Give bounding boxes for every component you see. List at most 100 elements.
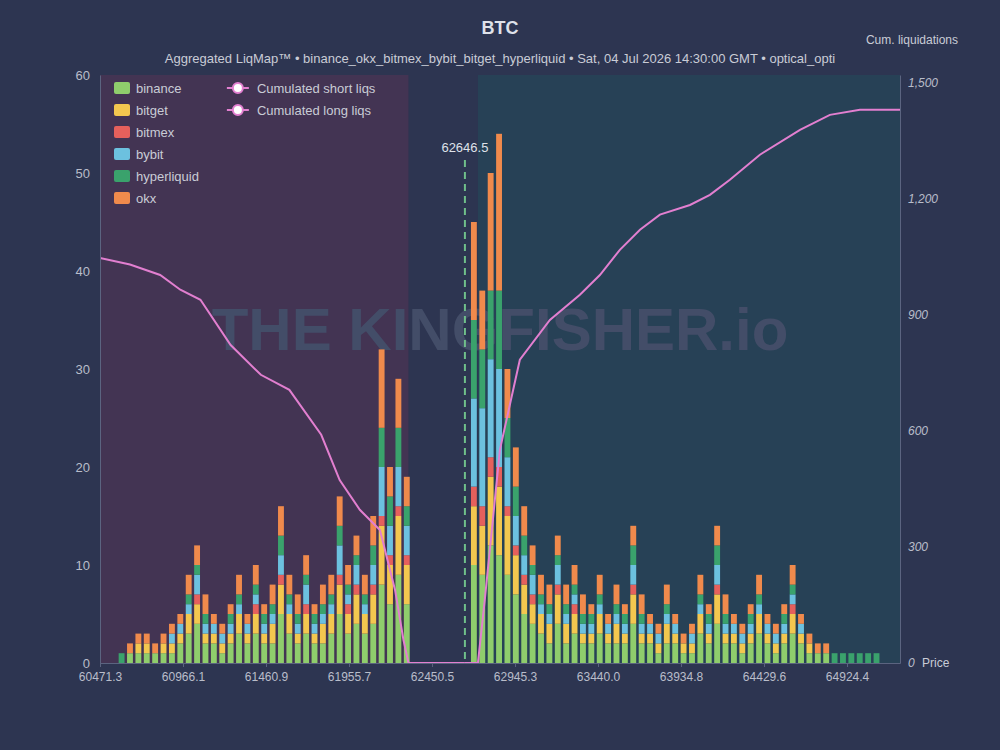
bar-segment [270,614,276,624]
bar-segment [756,594,762,604]
bar-segment [723,624,729,634]
bar-segment [161,653,167,663]
bar-segment [479,291,485,350]
bar-segment [639,643,645,663]
tick-label: 60966.1 [162,670,206,684]
bar-segment [278,614,284,663]
bar-segment [370,545,376,565]
tick-mark [515,663,516,667]
bar-segment [765,624,771,634]
bar-segment [135,653,141,663]
bar-segment [689,634,695,644]
bar-segment [639,624,645,634]
bar-segment [605,614,611,624]
bar-segment [798,634,804,644]
bar-segment [471,487,477,507]
bar-segment [647,643,653,663]
bar-segment [177,624,183,634]
bar-segment [739,624,745,634]
bar-segment [739,643,745,653]
bar-segment [211,634,217,644]
bar-segment [815,643,821,653]
bar-segment [236,614,242,634]
bar-series [194,457,795,614]
bar-segment [563,585,569,605]
bar-segment [203,643,209,663]
legend-entry: Cumulated long liqs [227,103,372,118]
bar-segment [622,634,628,644]
bar-segment [672,624,678,634]
bar-segment [228,624,234,634]
bar-segment [731,614,737,624]
bar-segment [320,585,326,605]
tick-mark [764,663,765,667]
bar-segment [345,604,351,614]
bar-segment [706,643,712,663]
y2-axis: 03006009001,2001,500 [900,76,938,671]
bar-segment [337,585,343,614]
bar-segment [286,614,292,634]
tick-mark [183,663,184,667]
current-price-line [464,160,466,663]
bar-segment [119,653,125,663]
tick: 40 [76,264,100,279]
bar-segment [538,575,544,595]
bar-segment [555,594,561,623]
bar-segment [538,594,544,604]
bar-series [127,134,829,653]
bar-segment [328,594,334,604]
bar-segment [748,634,754,644]
bar-segment [387,604,393,663]
bar-segment [244,624,250,634]
bar-segment [546,643,552,663]
bar-segment [765,614,771,624]
zones [100,75,900,663]
bar-segment [630,624,636,663]
bar-segment [261,634,267,644]
bar-segment [320,643,326,663]
bar-segment [530,575,536,595]
bar-segment [328,634,334,663]
bar-segment [312,643,318,663]
bar-segment [874,653,880,663]
legend-swatch [114,192,130,204]
bar-segment [194,594,200,604]
bar-segment [555,624,561,663]
bar-segment [362,604,368,614]
legend-entry: bitget [114,103,168,118]
legend-entry: Cumulated short liqs [227,81,376,96]
bar-segment [488,173,494,291]
bar-segment [404,565,410,604]
bar-segment [521,585,527,614]
bar-segment [253,634,259,663]
bar-segment [781,634,787,644]
bar-segment [261,604,267,614]
bar-segment [664,643,670,663]
bar-segment [211,643,217,663]
bar-segment [177,614,183,624]
bar-segment [790,585,796,595]
x-axis-title: Price [922,656,950,670]
bar-segment [203,594,209,614]
bar-segment [630,585,636,595]
bar-segment [815,653,821,663]
bar-segment [244,643,250,663]
bar-segment [471,222,477,320]
bar-segment [228,614,234,624]
bar-segment [488,457,494,477]
bar-segment [261,643,267,663]
bar-segment [655,653,661,663]
bar-segment [228,604,234,614]
bar-segment [362,594,368,604]
bar-segment [228,634,234,644]
bar-segment [756,604,762,614]
bar-segment [572,585,578,595]
bar-segment [379,585,385,663]
bar-segment [379,467,385,516]
bar-segment [362,634,368,663]
bar-segment [798,624,804,634]
bar-segment [219,624,225,634]
bar-segment [538,614,544,634]
bar-segment [488,291,494,360]
bar-segment [496,555,502,663]
